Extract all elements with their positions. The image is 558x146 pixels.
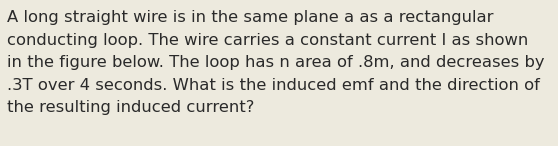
- Text: A long straight wire is in the same plane a as a rectangular
conducting loop. Th: A long straight wire is in the same plan…: [7, 10, 544, 115]
